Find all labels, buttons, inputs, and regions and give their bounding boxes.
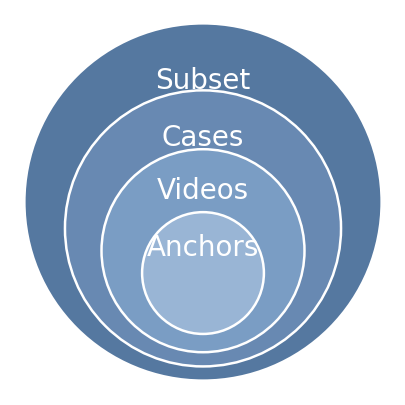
Circle shape [101, 150, 304, 352]
Circle shape [24, 24, 381, 381]
Circle shape [65, 91, 340, 367]
Text: Cases: Cases [162, 124, 243, 151]
Circle shape [142, 213, 263, 334]
Text: Videos: Videos [157, 177, 248, 204]
Text: Anchors: Anchors [147, 233, 258, 261]
Text: Subset: Subset [155, 67, 250, 95]
